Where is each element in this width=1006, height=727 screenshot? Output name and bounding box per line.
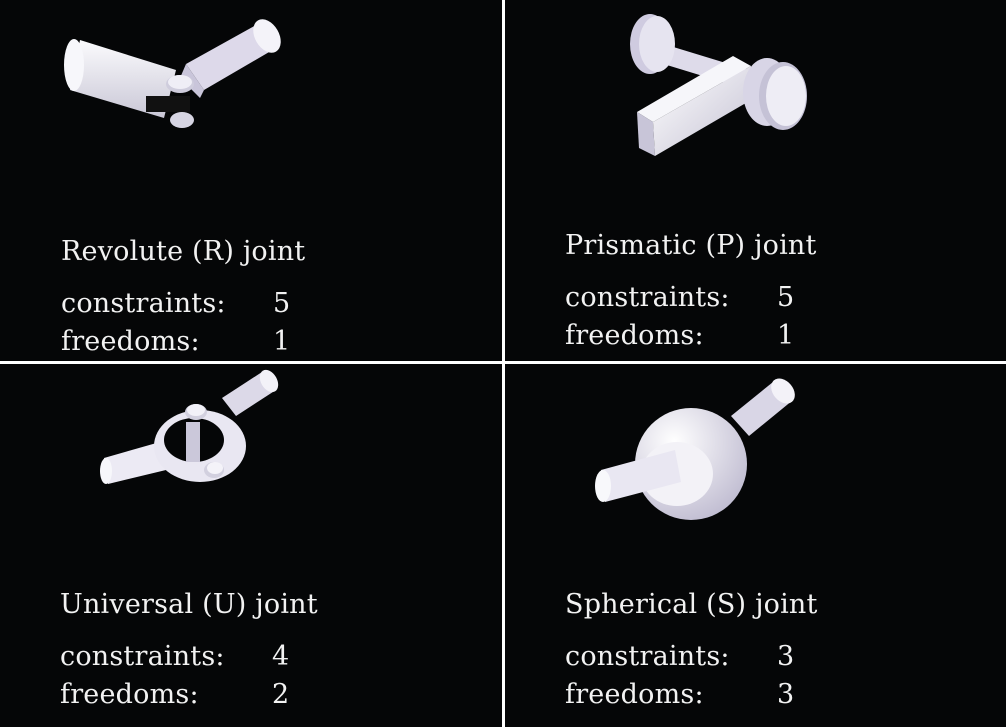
revolute-joint-icon — [64, 19, 281, 128]
constraints-label: constraints: — [565, 282, 730, 313]
constraints-value: 5 — [777, 282, 795, 313]
panel-prismatic: Prismatic (P) joint constraints: 5 freed… — [505, 0, 1006, 361]
constraints-value: 3 — [777, 641, 795, 672]
joint-title: Revolute (R) joint — [61, 236, 306, 267]
freedoms-value: 1 — [273, 326, 291, 357]
constraints-label: constraints: — [61, 288, 226, 319]
constraints-value: 4 — [272, 641, 290, 672]
freedoms-label: freedoms: — [565, 679, 704, 710]
spherical-joint-icon — [595, 378, 795, 520]
panel-revolute: Revolute (R) joint constraints: 5 freedo… — [0, 0, 502, 361]
constraints-value: 5 — [273, 288, 291, 319]
freedoms-value: 1 — [777, 320, 795, 351]
freedoms-value: 3 — [777, 679, 795, 710]
joint-title: Universal (U) joint — [60, 589, 318, 620]
joint-title: Spherical (S) joint — [565, 589, 818, 620]
freedoms-label: freedoms: — [61, 326, 200, 357]
universal-joint-icon — [100, 369, 279, 484]
prismatic-joint-icon — [630, 14, 807, 156]
freedoms-label: freedoms: — [60, 679, 199, 710]
freedoms-label: freedoms: — [565, 320, 704, 351]
panel-spherical: Spherical (S) joint constraints: 3 freed… — [505, 364, 1006, 727]
constraints-label: constraints: — [565, 641, 730, 672]
freedoms-value: 2 — [272, 679, 290, 710]
panel-universal: Universal (U) joint constraints: 4 freed… — [0, 364, 502, 727]
constraints-label: constraints: — [60, 641, 225, 672]
joint-title: Prismatic (P) joint — [565, 230, 817, 261]
